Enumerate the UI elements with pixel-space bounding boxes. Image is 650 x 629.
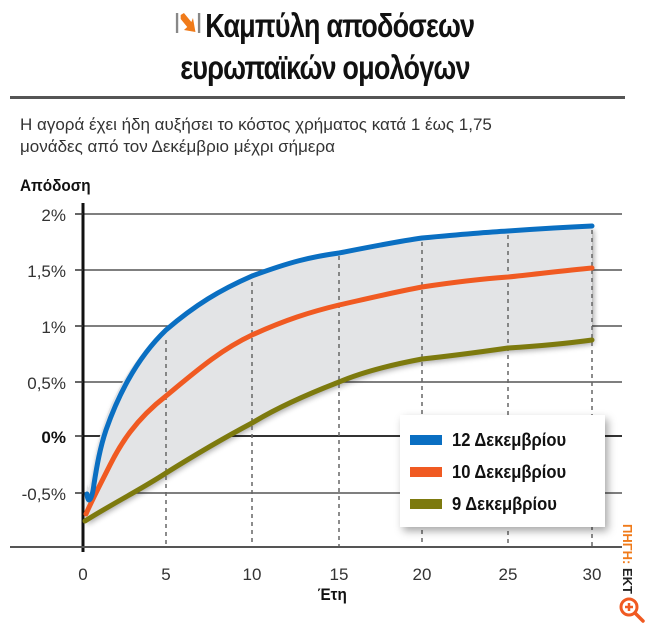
source-name: ΕΚΤ — [620, 567, 635, 594]
y-tick-labels: 2% 1,5% 1% 0,5% 0% -0,5% — [22, 206, 66, 504]
x-tick-label: 15 — [330, 565, 349, 584]
x-tick-label: 10 — [243, 565, 262, 584]
title-line-2: ευρωπαϊκών ομολόγων — [180, 49, 470, 87]
y-tick-label-zero: 0% — [41, 428, 66, 447]
subtitle: Η αγορά έχει ήδη αυξήσει το κόστος χρήμα… — [20, 114, 640, 158]
x-tick-label: 20 — [413, 565, 432, 584]
title-text-1: Καμπύλη αποδόσεων — [205, 7, 475, 44]
x-tick-label: 30 — [583, 565, 602, 584]
x-tick-label: 25 — [499, 565, 518, 584]
legend-item-10-dec: 10 Δεκεμβρίου — [410, 457, 576, 487]
zoom-in-icon[interactable] — [618, 596, 646, 629]
legend: 12 Δεκεμβρίου 10 Δεκεμβρίου 9 Δεκεμβρίου — [400, 415, 605, 527]
y-tick-label: -0,5% — [22, 485, 66, 504]
subtitle-line-1: Η αγορά έχει ήδη αυξήσει το κόστος χρήμα… — [20, 115, 492, 134]
y-axis-label: Απόδοση — [20, 176, 91, 195]
legend-item-9-dec: 9 Δεκεμβρίου — [410, 489, 566, 519]
y-tick-label: 0,5% — [27, 374, 66, 393]
source-prefix: ΠΗΓΗ: — [620, 524, 635, 565]
legend-label: 10 Δεκεμβρίου — [452, 461, 567, 482]
arrow-down-right-icon — [175, 5, 201, 45]
header-divider — [10, 96, 625, 99]
x-tick-labels: 0 5 10 15 20 25 30 — [78, 565, 601, 584]
x-tick-label: 5 — [161, 565, 170, 584]
legend-item-12-dec: 12 Δεκεμβρίου — [410, 425, 576, 455]
subtitle-line-2: μονάδες από τον Δεκέμβριο μέχρι σήμερα — [20, 137, 335, 156]
series-line-9-dec — [82, 337, 595, 524]
legend-swatch-olive — [410, 499, 442, 509]
y-tick-label: 1,5% — [27, 262, 66, 281]
legend-swatch-blue — [410, 435, 442, 445]
y-tick-marks — [75, 213, 83, 494]
legend-label: 12 Δεκεμβρίου — [452, 429, 567, 450]
shaded-range-area — [85, 226, 592, 521]
x-axis-label: Έτη — [317, 585, 347, 604]
x-tick-label: 0 — [78, 565, 87, 584]
series-line-12-dec — [84, 223, 595, 503]
y-tick-label: 2% — [41, 206, 66, 225]
y-tick-label: 1% — [41, 318, 66, 337]
title-line-1: Καμπύλη αποδόσεων — [59, 6, 592, 48]
legend-swatch-orange — [410, 467, 442, 477]
legend-label: 9 Δεκεμβρίου — [452, 493, 557, 514]
chart-title: Καμπύλη αποδόσεων ευρωπαϊκών ομολόγων — [0, 6, 650, 88]
series-line-10-dec — [83, 265, 595, 517]
